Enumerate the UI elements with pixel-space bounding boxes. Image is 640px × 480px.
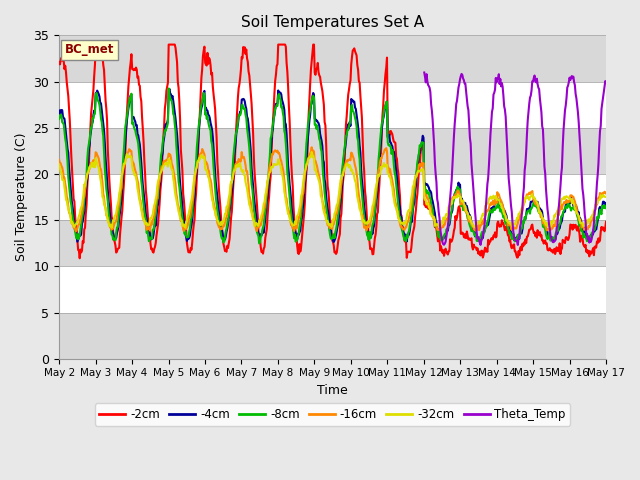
Bar	[59, 82, 606, 128]
X-axis label: Time: Time	[317, 384, 348, 397]
Y-axis label: Soil Temperature (C): Soil Temperature (C)	[15, 133, 28, 261]
Text: BC_met: BC_met	[65, 43, 114, 57]
Bar	[59, 128, 606, 174]
Legend: -2cm, -4cm, -8cm, -16cm, -32cm, Theta_Temp: -2cm, -4cm, -8cm, -16cm, -32cm, Theta_Te…	[95, 403, 570, 426]
Bar	[59, 266, 606, 312]
Title: Soil Temperatures Set A: Soil Temperatures Set A	[241, 15, 424, 30]
Bar	[59, 174, 606, 220]
Bar	[59, 220, 606, 266]
Bar	[59, 36, 606, 82]
Bar	[59, 312, 606, 359]
